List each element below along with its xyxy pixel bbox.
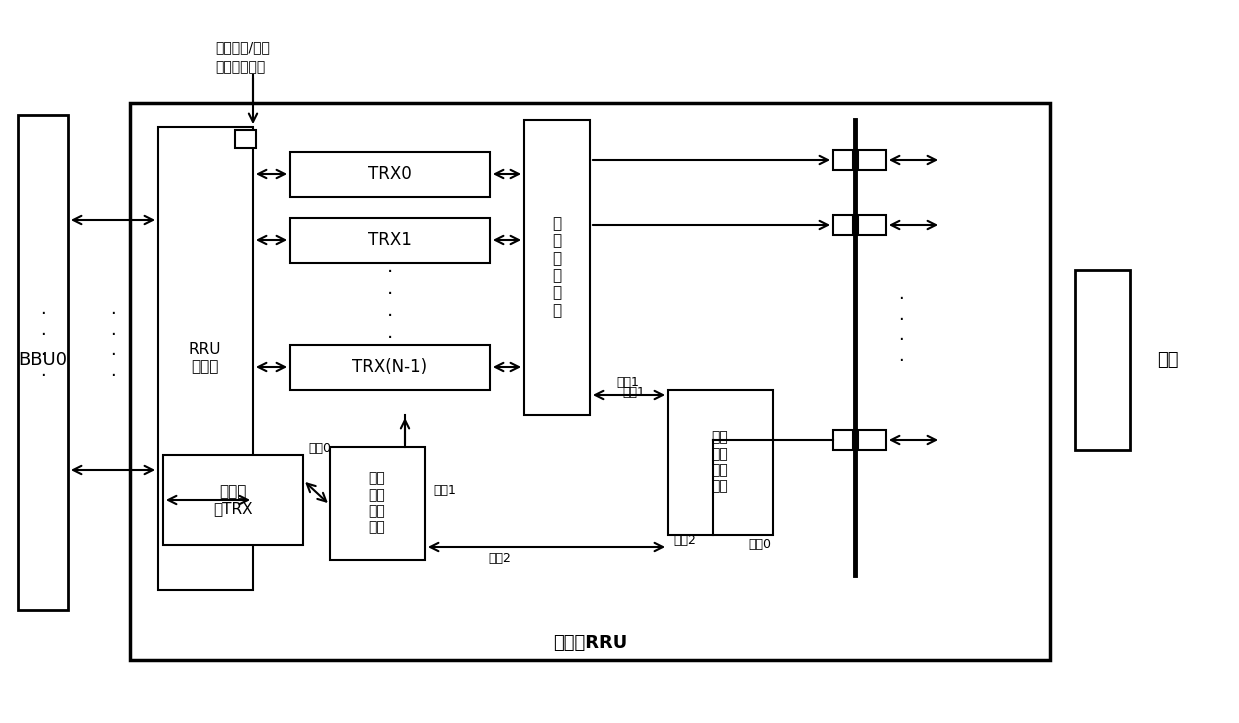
Text: 并行通信口等: 并行通信口等 <box>216 60 265 74</box>
Text: 端口2: 端口2 <box>674 534 696 547</box>
Text: ·
·
·
·: · · · · <box>110 305 116 385</box>
Bar <box>857 215 886 235</box>
Text: 端口2: 端口2 <box>488 552 512 565</box>
Bar <box>524 120 590 415</box>
Text: 天线: 天线 <box>1157 351 1178 369</box>
Text: 端口1: 端口1 <box>432 484 456 497</box>
Bar <box>159 127 253 590</box>
Text: ·
·
·
·: · · · · <box>852 290 857 370</box>
Bar <box>330 447 425 560</box>
Text: 第一
信号
耦合
单元: 第一 信号 耦合 单元 <box>369 471 385 534</box>
Bar <box>290 152 489 197</box>
Bar <box>235 130 256 148</box>
Bar <box>130 103 1049 660</box>
Bar <box>290 218 489 263</box>
Text: 端口0: 端口0 <box>309 442 332 455</box>
Bar <box>833 430 852 450</box>
Text: 内校正RRU: 内校正RRU <box>553 634 627 652</box>
Bar <box>1075 270 1130 450</box>
Text: 第二
信号
耦合
单元: 第二 信号 耦合 单元 <box>711 431 729 493</box>
Text: 校正参
考TRX: 校正参 考TRX <box>213 484 253 516</box>
Text: ·
·
·
·: · · · · <box>387 262 393 348</box>
Text: RRU
数字域: RRU 数字域 <box>188 342 222 375</box>
Bar <box>290 345 489 390</box>
Text: 校
正
耦
合
电
路: 校 正 耦 合 电 路 <box>553 216 561 318</box>
Bar <box>19 115 68 610</box>
Bar <box>833 150 852 170</box>
Text: 端口1: 端口1 <box>622 387 646 400</box>
Text: TRX1: TRX1 <box>368 231 411 249</box>
Text: 端口1: 端口1 <box>617 375 639 388</box>
Bar <box>857 150 886 170</box>
Text: ·
·
·
·: · · · · <box>898 290 904 370</box>
Bar <box>833 215 852 235</box>
Text: TRX0: TRX0 <box>368 165 411 183</box>
Bar <box>164 455 304 545</box>
Text: ·
·
·
·: · · · · <box>40 305 46 385</box>
Text: 端口0: 端口0 <box>748 539 772 552</box>
Text: 高速串口/高速: 高速串口/高速 <box>216 40 270 54</box>
Text: TRX(N-1): TRX(N-1) <box>352 358 427 376</box>
Bar <box>668 390 773 535</box>
Bar <box>857 430 886 450</box>
Text: BBU0: BBU0 <box>19 351 67 369</box>
